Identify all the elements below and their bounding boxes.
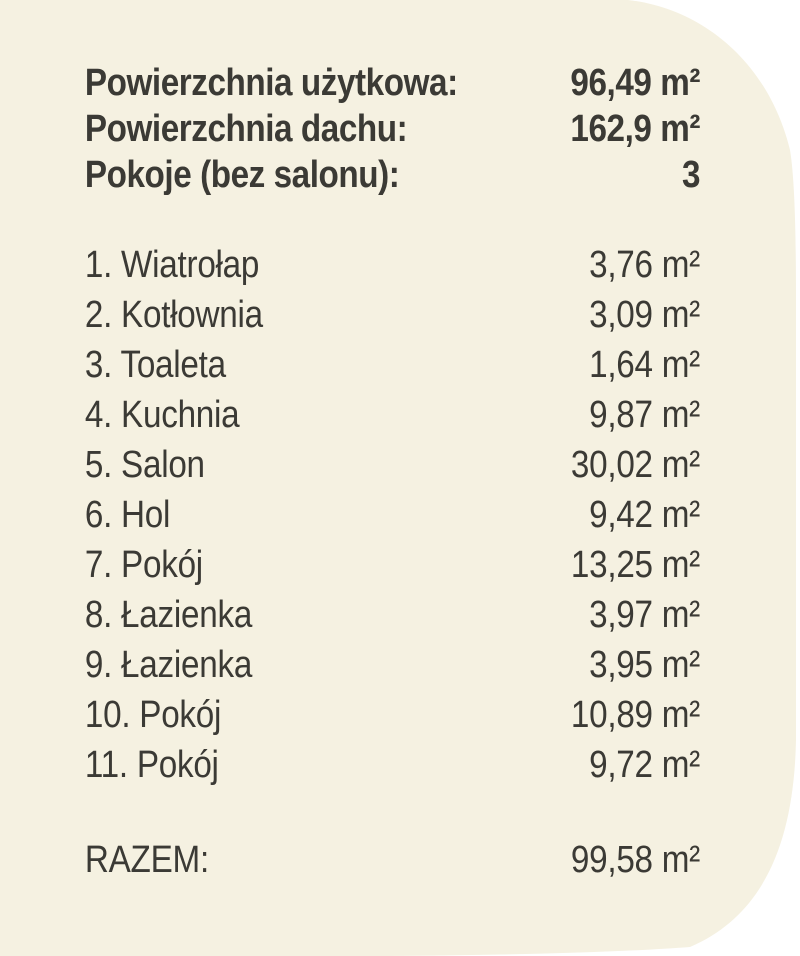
room-label: 11. Pokój [84,744,219,786]
room-area-value: 10,89 m² [570,694,700,736]
room-row: 11. Pokój 9,72 m² [85,740,700,790]
summary-value: 96,49 m² [570,62,700,104]
room-area-value: 3,97 m² [589,594,700,636]
room-area-value: 3,09 m² [589,294,700,336]
room-row: 3. Toaleta 1,64 m² [85,340,700,390]
room-label: 2. Kotłownia [84,294,263,336]
summary-label: Powierzchnia użytkowa: [84,62,458,104]
room-area-value: 1,64 m² [589,344,700,386]
room-area-value: 9,72 m² [589,744,700,786]
room-row: 2. Kotłownia 3,09 m² [85,290,700,340]
summary-row: Pokoje (bez salonu): 3 [84,152,701,198]
room-area-value: 30,02 m² [570,444,700,486]
room-row: 5. Salon 30,02 m² [85,440,700,490]
room-row: 6. Hol 9,42 m² [85,490,700,540]
room-row: 10. Pokój 10,89 m² [85,690,700,740]
room-label: 9. Łazienka [84,644,253,686]
room-label: 4. Kuchnia [84,394,240,436]
summary-label: Pokoje (bez salonu): [84,154,400,196]
room-row: 7. Pokój 13,25 m² [85,540,700,590]
room-row: 8. Łazienka 3,97 m² [85,590,700,640]
room-label: 7. Pokój [84,544,203,586]
room-area-value: 3,76 m² [589,244,700,286]
room-area-value: 9,42 m² [589,494,700,536]
room-label: 8. Łazienka [84,594,253,636]
area-summary-card: Powierzchnia użytkowa: 96,49 m² Powierzc… [84,60,701,885]
total-value: 99,58 m² [570,839,700,881]
summary-value: 162,9 m² [570,108,700,150]
room-row: 1. Wiatrołap 3,76 m² [85,240,700,290]
room-list: 1. Wiatrołap 3,76 m² 2. Kotłownia 3,09 m… [85,240,700,790]
room-row: 9. Łazienka 3,95 m² [85,640,700,690]
room-label: 10. Pokój [84,694,222,736]
room-area-value: 3,95 m² [589,644,700,686]
room-label: 1. Wiatrołap [84,244,260,286]
summary-label: Powierzchnia dachu: [84,108,408,150]
summary-block: Powierzchnia użytkowa: 96,49 m² Powierzc… [84,60,701,198]
summary-value: 3 [681,154,700,196]
room-row: 4. Kuchnia 9,87 m² [85,390,700,440]
room-label: 6. Hol [84,494,171,536]
room-area-value: 13,25 m² [570,544,700,586]
room-label: 3. Toaleta [84,344,226,386]
total-row: RAZEM: 99,58 m² [85,835,700,885]
room-area-value: 9,87 m² [589,394,700,436]
summary-row: Powierzchnia użytkowa: 96,49 m² [84,60,701,106]
summary-row: Powierzchnia dachu: 162,9 m² [84,106,701,152]
room-label: 5. Salon [84,444,205,486]
total-label: RAZEM: [84,839,209,881]
